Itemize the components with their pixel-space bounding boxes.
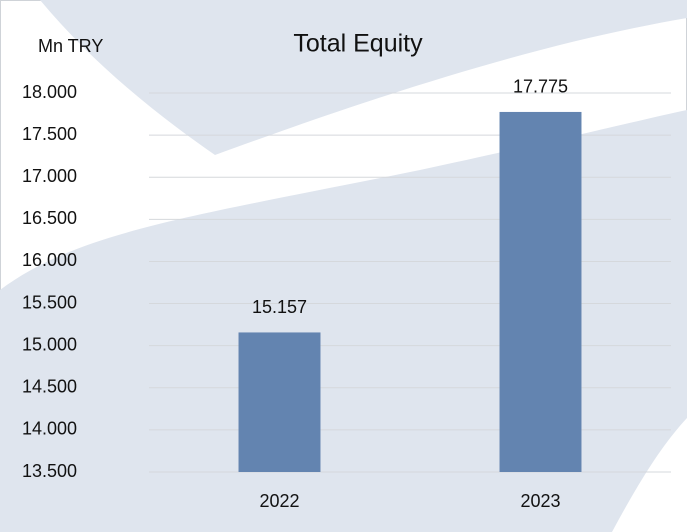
chart-title: Total Equity bbox=[293, 30, 423, 58]
y-tick-label: 15.500 bbox=[22, 292, 77, 312]
y-tick-label: 15.000 bbox=[22, 334, 77, 354]
y-tick-label: 14.000 bbox=[22, 419, 77, 439]
decor-shape bbox=[612, 418, 687, 532]
y-tick-label: 14.500 bbox=[22, 377, 77, 397]
y-tick-label: 17.000 bbox=[22, 166, 77, 186]
y-tick-label: 18.000 bbox=[22, 82, 77, 102]
y-tick-label: 16.500 bbox=[22, 208, 77, 228]
bar bbox=[238, 332, 321, 472]
y-axis-label: Mn TRY bbox=[38, 36, 103, 56]
decor-shape bbox=[40, 0, 687, 155]
x-tick-label: 2022 bbox=[259, 491, 299, 511]
y-tick-label: 13.500 bbox=[22, 461, 77, 481]
y-tick-label: 16.000 bbox=[22, 250, 77, 270]
data-label: 15.157 bbox=[252, 297, 307, 317]
data-label: 17.775 bbox=[513, 77, 568, 97]
x-tick-label: 2023 bbox=[520, 491, 560, 511]
bar bbox=[499, 111, 582, 472]
y-tick-label: 17.500 bbox=[22, 124, 77, 144]
